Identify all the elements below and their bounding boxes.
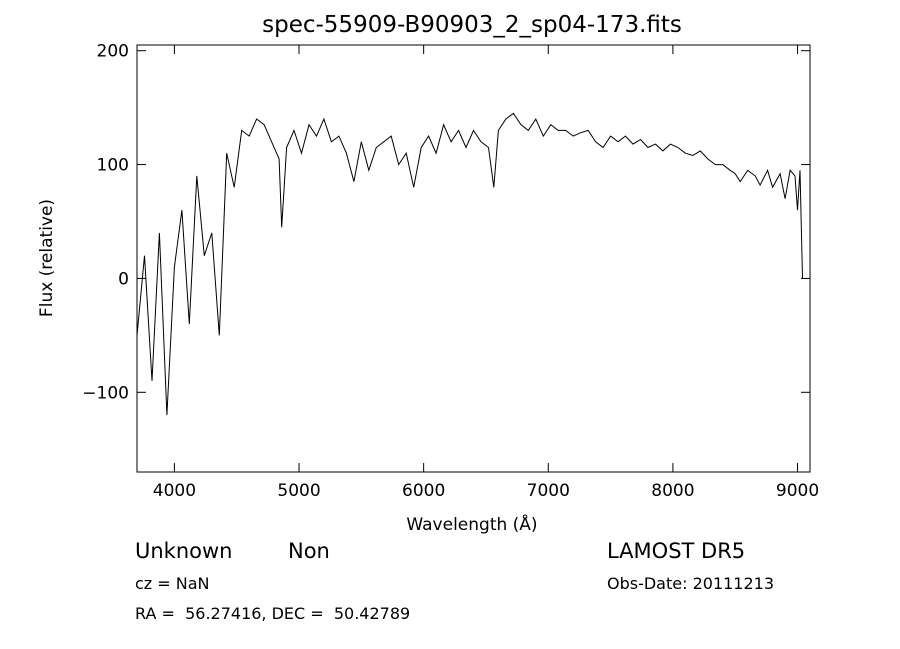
spectrum-line-0 <box>136 112 803 416</box>
x-axis: 4000 5000 6000 7000 8000 9000 <box>153 45 819 501</box>
y-tick-label: −100 <box>82 383 129 403</box>
x-tick-label: 4000 <box>153 481 196 501</box>
y-axis-label: Flux (relative) <box>37 199 57 317</box>
y-tick-label: 0 <box>118 269 129 289</box>
y-tick-label: 200 <box>97 42 129 62</box>
object-subclass: Non <box>288 539 330 563</box>
y-tick-label: 100 <box>97 156 129 176</box>
x-tick-label: 6000 <box>402 481 445 501</box>
y-axis: −100 0 100 200 <box>82 42 810 403</box>
coordinates: RA = 56.27416, DEC = 50.42789 <box>135 604 411 623</box>
object-class: Unknown <box>135 539 233 563</box>
x-tick-label: 7000 <box>527 481 570 501</box>
survey-name: LAMOST DR5 <box>607 539 746 563</box>
chart-title: spec-55909-B90903_2_sp04-173.fits <box>262 12 682 38</box>
redshift-value: cz = NaN <box>135 574 210 593</box>
observation-date: Obs-Date: 20111213 <box>607 574 775 593</box>
x-tick-label: 8000 <box>651 481 694 501</box>
x-tick-label: 9000 <box>776 481 819 501</box>
x-tick-label: 5000 <box>277 481 320 501</box>
plot-frame <box>136 44 811 473</box>
x-axis-label: Wavelength (Å) <box>406 513 537 535</box>
series-layer <box>136 112 803 416</box>
